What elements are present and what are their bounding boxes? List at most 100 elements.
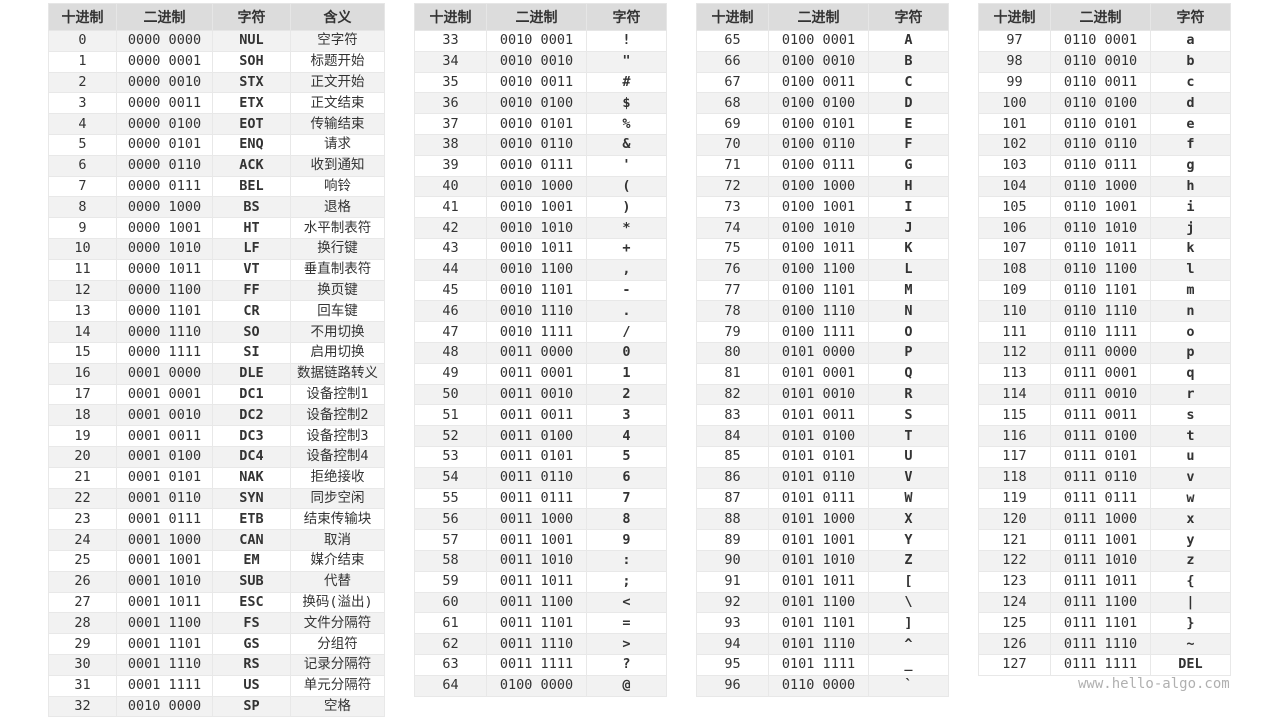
char-cell: % (586, 113, 667, 135)
decimal-cell: 60 (414, 591, 487, 614)
binary-cell: 0010 0010 (486, 50, 587, 73)
char-cell: $ (586, 92, 667, 115)
char-cell: ! (586, 30, 667, 52)
binary-cell: 0111 0100 (1050, 425, 1151, 447)
char-cell: @ (586, 674, 667, 697)
decimal-cell: 34 (414, 50, 487, 73)
decimal-cell: 76 (696, 258, 769, 281)
decimal-cell: 99 (978, 71, 1051, 94)
table-row: 38 0010 0110 & (414, 133, 667, 156)
binary-cell: 0000 1000 (116, 196, 213, 219)
table-row: 26 0001 1010 SUB 代替 (48, 570, 385, 593)
meaning-cell: 空格 (290, 695, 385, 718)
decimal-cell: 82 (696, 383, 769, 406)
char-cell: I (868, 196, 949, 219)
binary-cell: 0101 0100 (768, 425, 869, 447)
char-cell: 5 (586, 445, 667, 468)
char-cell: W (868, 487, 949, 510)
char-cell: DEL (1150, 653, 1231, 676)
table-row: 28 0001 1100 FS 文件分隔符 (48, 612, 385, 635)
meaning-cell: 正文开始 (290, 71, 385, 94)
table-row: 21 0001 0101 NAK 拒绝接收 (48, 466, 385, 489)
table-row: 35 0010 0011 # (414, 71, 667, 94)
meaning-cell: 分组符 (290, 633, 385, 655)
binary-cell: 0010 0110 (486, 133, 587, 156)
table-row: 39 0010 0111 ' (414, 154, 667, 177)
decimal-cell: 79 (696, 321, 769, 343)
binary-cell: 0011 1100 (486, 591, 587, 614)
decimal-cell: 101 (978, 113, 1051, 135)
meaning-cell: 数据链路转义 (290, 362, 385, 385)
column-header-decimal: 十进制 (978, 3, 1051, 31)
char-cell: SYN (212, 487, 291, 510)
char-cell: U (868, 445, 949, 468)
table-row: 63 0011 1111? (414, 653, 667, 676)
char-cell: L (868, 258, 949, 281)
char-cell: DC1 (212, 383, 291, 406)
table-row: 88 0101 1000 X (696, 508, 949, 531)
char-cell: GS (212, 633, 291, 655)
char-cell: E (868, 113, 949, 135)
binary-cell: 0110 0111 (1050, 154, 1151, 177)
table-row: 100 0110 0100 d (978, 92, 1231, 115)
decimal-cell: 0 (48, 30, 117, 52)
binary-cell: 0111 1000 (1050, 508, 1151, 531)
table-row: 118 0111 0110 v (978, 466, 1231, 489)
char-cell: z (1150, 549, 1231, 572)
decimal-cell: 71 (696, 154, 769, 177)
char-cell: _ (868, 653, 949, 676)
decimal-cell: 64 (414, 674, 487, 697)
char-cell: ETX (212, 92, 291, 115)
char-cell: \ (868, 591, 949, 614)
binary-cell: 0100 1100 (768, 258, 869, 281)
decimal-cell: 56 (414, 508, 487, 531)
table-row: 56 0011 1000 8 (414, 508, 667, 531)
binary-cell: 0110 0000 (768, 674, 869, 697)
decimal-cell: 68 (696, 92, 769, 115)
table-row: 5 0000 0101 ENQ 请求 (48, 133, 385, 156)
table-row: 106 0110 1010 j (978, 217, 1231, 239)
char-cell: * (586, 217, 667, 239)
table-row: 73 0100 1001 I (696, 196, 949, 219)
meaning-cell: 请求 (290, 133, 385, 156)
decimal-cell: 59 (414, 570, 487, 593)
decimal-cell: 35 (414, 71, 487, 94)
char-cell: LF (212, 237, 291, 260)
decimal-cell: 123 (978, 570, 1051, 593)
column-header-binary: 二进制 (486, 3, 587, 31)
binary-cell: 0011 1111 (486, 653, 587, 676)
char-cell: ^ (868, 633, 949, 655)
char-cell: w (1150, 487, 1231, 510)
decimal-cell: 121 (978, 529, 1051, 551)
char-cell: ] (868, 612, 949, 635)
decimal-cell: 51 (414, 404, 487, 427)
meaning-cell: 垂直制表符 (290, 258, 385, 281)
table-row: 41 0010 1001) (414, 196, 667, 219)
table-row: 68 0100 0100 D (696, 92, 949, 115)
char-cell: ; (586, 570, 667, 593)
table-row: 27 0001 1011 ESC 换码(溢出) (48, 591, 385, 614)
table-row: 89 0101 1001 Y (696, 529, 949, 551)
char-cell: j (1150, 217, 1231, 239)
meaning-cell: 收到通知 (290, 154, 385, 177)
char-cell: o (1150, 321, 1231, 343)
binary-cell: 0010 0111 (486, 154, 587, 177)
binary-cell: 0010 1111 (486, 321, 587, 343)
decimal-cell: 67 (696, 71, 769, 94)
table-row: 112 0111 0000 p (978, 341, 1231, 364)
binary-cell: 0000 0000 (116, 30, 213, 52)
binary-cell: 0000 0111 (116, 175, 213, 198)
meaning-cell: 设备控制4 (290, 445, 385, 468)
char-cell: O (868, 321, 949, 343)
table-row: 76 0100 1100 L (696, 258, 949, 281)
char-cell: i (1150, 196, 1231, 219)
binary-cell: 0011 0111 (486, 487, 587, 510)
decimal-cell: 112 (978, 341, 1051, 364)
binary-cell: 0011 0011 (486, 404, 587, 427)
char-cell: DC3 (212, 425, 291, 447)
decimal-cell: 48 (414, 341, 487, 364)
char-cell: m (1150, 279, 1231, 302)
decimal-cell: 100 (978, 92, 1051, 115)
decimal-cell: 98 (978, 50, 1051, 73)
binary-cell: 0111 0011 (1050, 404, 1151, 427)
